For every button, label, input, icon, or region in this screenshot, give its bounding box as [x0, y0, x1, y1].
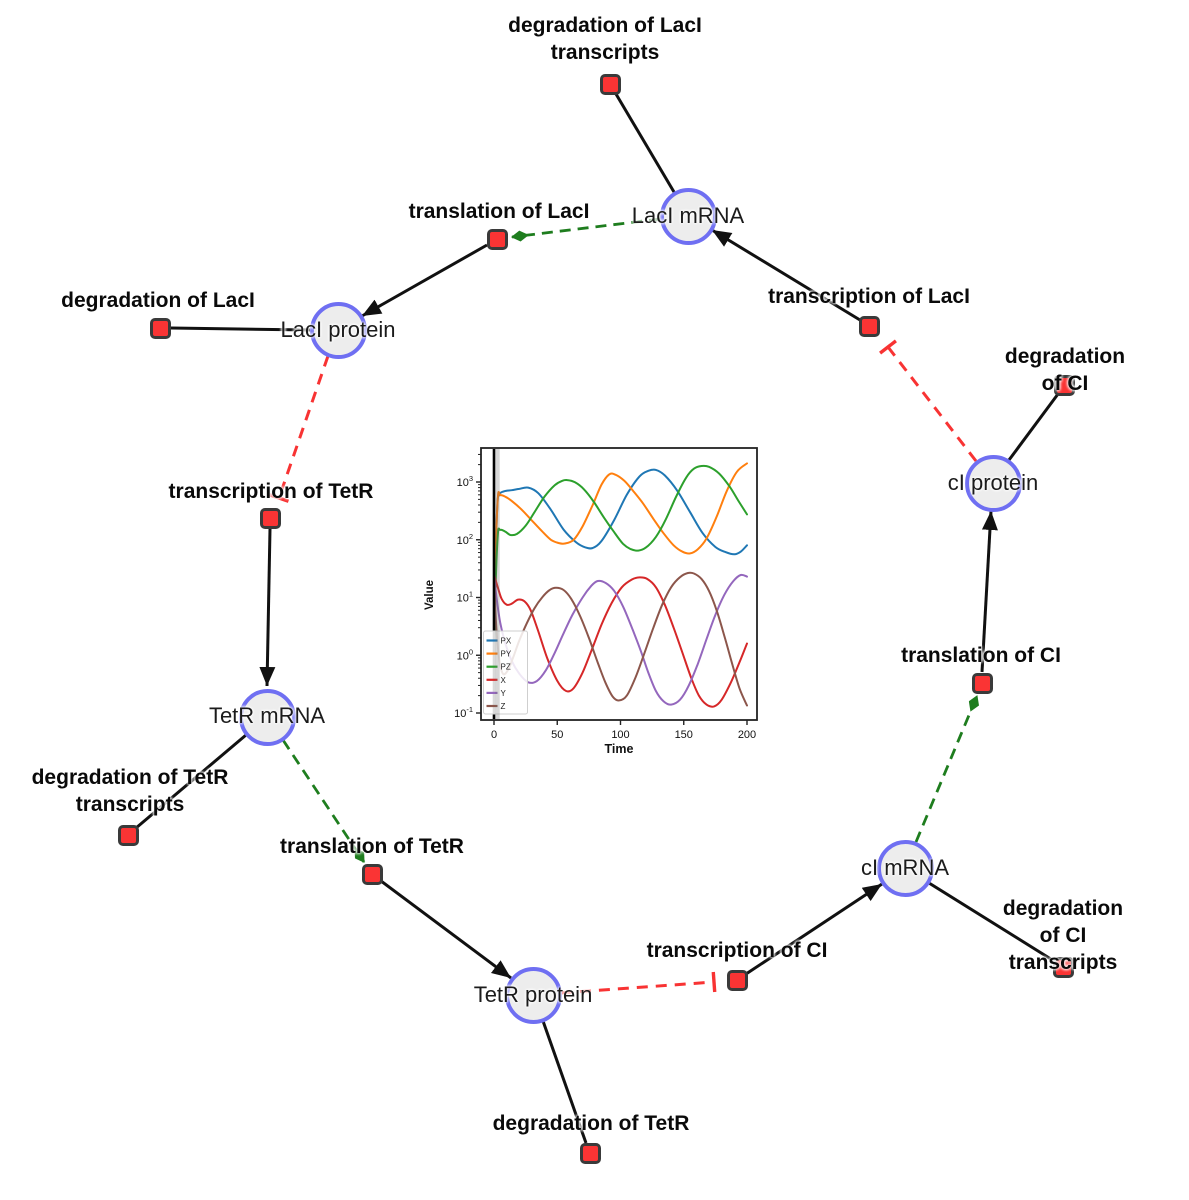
svg-text:150: 150 — [675, 729, 693, 741]
edge-transcription-laci-product — [711, 228, 861, 322]
reaction-label-degradation-of-laci: degradation of LacI — [61, 289, 255, 312]
svg-text:Time: Time — [605, 742, 634, 756]
reaction-label-degradation-of-tetr-transcripts: degradation of TetR transcripts — [31, 766, 229, 816]
edge-laci-protein-inhibition — [268, 355, 330, 503]
svg-text:Z: Z — [501, 702, 506, 711]
reaction-label-translation-of-ci: translation of CI — [901, 644, 1061, 667]
edge-laci-mrna-degradation — [614, 93, 676, 193]
reaction-node-translation-of-laci[interactable] — [487, 229, 508, 250]
reaction-node-degradation-of-laci[interactable] — [150, 318, 171, 339]
svg-text:102: 102 — [457, 532, 473, 547]
edge-transcription-tetr-product — [259, 528, 276, 687]
reaction-node-degradation-of-tetr[interactable] — [580, 1143, 601, 1164]
species-node-laci-protein[interactable] — [310, 302, 367, 359]
reaction-node-degradation-of-ci[interactable] — [1054, 375, 1075, 396]
svg-text:Value: Value — [424, 580, 436, 610]
reaction-node-transcription-of-laci[interactable] — [859, 316, 880, 337]
svg-text:0: 0 — [491, 729, 497, 741]
reaction-node-degradation-of-tetr-transcripts[interactable] — [118, 825, 139, 846]
edge-tetr-protein-degradation — [541, 1020, 588, 1144]
species-label-ci-protein: cI protein — [947, 470, 1039, 495]
species-node-laci-mrna[interactable] — [660, 188, 717, 245]
timeseries-plot: 0 50 100 150 200 103 102 101 100 10-1 Time Value PX P… — [424, 447, 758, 756]
svg-text:103: 103 — [457, 474, 473, 489]
svg-text:100: 100 — [457, 647, 473, 662]
edge-transcription-ci-product — [745, 882, 883, 976]
species-node-tetr-protein[interactable] — [505, 967, 562, 1024]
edge-tetr-mrna-degradation — [135, 733, 247, 830]
svg-text:10-1: 10-1 — [454, 705, 473, 720]
reaction-label-degradation-of-laci-transcripts: degradation of LacI transcripts — [508, 14, 702, 64]
reaction-label-transcription-of-ci: transcription of CI — [646, 939, 828, 962]
edge-ci-protein-inhibition — [879, 339, 978, 462]
svg-text:PX: PX — [501, 637, 512, 646]
species-label-tetr-mrna: TetR mRNA — [208, 703, 326, 728]
reaction-node-translation-of-ci[interactable] — [972, 673, 993, 694]
species-label-laci-protein: LacI protein — [280, 317, 396, 342]
edge-translation-ci-product — [980, 510, 998, 673]
svg-text:Y: Y — [501, 689, 507, 698]
species-node-ci-mrna[interactable] — [877, 840, 934, 897]
reaction-node-degradation-of-laci-transcripts[interactable] — [600, 74, 621, 95]
edge-tetr-protein-inhibition — [560, 971, 717, 995]
species-label-ci-mrna: cI mRNA — [861, 855, 949, 880]
reaction-node-transcription-of-ci[interactable] — [727, 970, 748, 991]
reaction-label-degradation-of-ci: degradation of CI — [1004, 345, 1126, 395]
reaction-label-degradation-of-tetr: degradation of TetR — [492, 1112, 690, 1135]
reaction-node-degradation-of-ci-transcripts[interactable] — [1053, 957, 1074, 978]
reaction-label-transcription-of-tetr: transcription of TetR — [168, 480, 374, 503]
svg-text:200: 200 — [738, 729, 756, 741]
species-node-tetr-mrna[interactable] — [239, 689, 296, 746]
reaction-label-transcription-of-laci: transcription of LacI — [768, 285, 970, 308]
species-node-ci-protein[interactable] — [965, 455, 1022, 512]
reaction-label-translation-of-laci: translation of LacI — [408, 200, 590, 223]
svg-text:X: X — [501, 676, 507, 685]
svg-text:100: 100 — [611, 729, 629, 741]
svg-text:PZ: PZ — [501, 663, 511, 672]
svg-text:50: 50 — [551, 729, 563, 741]
edge-translation-laci-product — [361, 243, 488, 318]
edge-laci-protein-degradation — [170, 326, 311, 332]
svg-text:PY: PY — [501, 650, 512, 659]
species-label-tetr-protein: TetR protein — [473, 982, 593, 1007]
edge-ci-mrna-degradation — [928, 881, 1055, 963]
svg-text:101: 101 — [457, 590, 473, 605]
reaction-label-translation-of-tetr: translation of TetR — [280, 835, 464, 858]
reaction-node-transcription-of-tetr[interactable] — [260, 508, 281, 529]
edge-ci-mrna-modifier — [914, 695, 979, 843]
edge-ci-protein-degradation — [1007, 393, 1060, 461]
species-label-laci-mrna: LacI mRNA — [631, 203, 745, 228]
reaction-node-translation-of-tetr[interactable] — [362, 864, 383, 885]
edge-tetr-mrna-modifier — [281, 739, 366, 863]
edge-laci-mrna-modifier — [511, 217, 661, 242]
reaction-label-degradation-of-ci-transcripts: degradation of CI transcripts — [1002, 897, 1124, 974]
edge-translation-tetr-product — [380, 879, 512, 980]
